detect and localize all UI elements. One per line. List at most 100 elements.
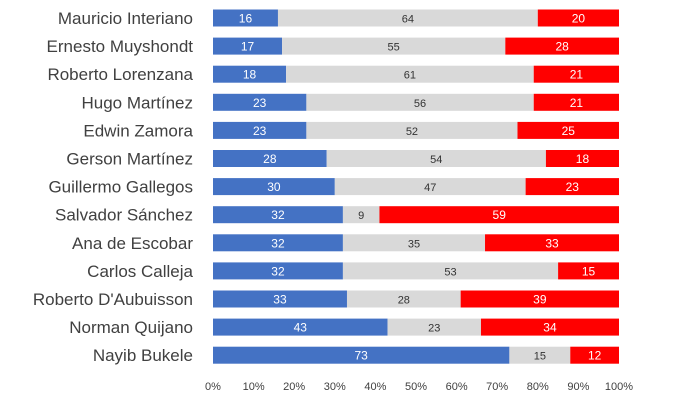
bar-segment (213, 150, 327, 167)
data-label: 34 (543, 321, 557, 335)
bar-segment (537, 9, 619, 27)
category-label: Roberto D'Aubuisson (33, 290, 193, 309)
bar-segment (213, 346, 510, 364)
bar-segment (213, 234, 343, 252)
category-label: Edwin Zamora (83, 121, 193, 140)
bar-segment (326, 150, 546, 167)
category-label: Nayib Bukele (93, 346, 193, 365)
data-label: 23 (253, 96, 267, 110)
data-label: 56 (414, 98, 426, 110)
data-label: 15 (534, 351, 546, 363)
category-label: Carlos Calleja (87, 262, 193, 281)
data-label: 32 (271, 236, 285, 250)
data-label: 23 (428, 323, 440, 335)
x-tick-label: 80% (527, 381, 549, 393)
bar-segment (346, 290, 461, 308)
data-label: 61 (404, 70, 416, 82)
data-label: 28 (398, 295, 410, 307)
bar-segment (306, 121, 518, 139)
bar-segment (277, 9, 538, 27)
x-tick-label: 20% (283, 381, 305, 393)
bar-segment (480, 318, 619, 336)
x-tick-label: 100% (605, 381, 633, 393)
category-label: Ernesto Muyshondt (47, 37, 194, 56)
category-label: Hugo Martínez (82, 93, 194, 112)
bar-segment (460, 290, 619, 308)
bar-segment (213, 37, 283, 55)
data-label: 52 (406, 126, 418, 138)
data-label: 12 (588, 349, 602, 363)
bar-segment (213, 65, 287, 83)
x-tick-label: 90% (567, 381, 589, 393)
x-tick-label: 0% (205, 381, 221, 393)
data-label: 32 (271, 264, 285, 278)
data-label: 55 (388, 42, 400, 54)
x-tick-label: 50% (405, 381, 427, 393)
data-label: 23 (253, 124, 267, 138)
x-tick-label: 30% (324, 381, 346, 393)
data-label: 32 (271, 208, 285, 222)
data-label: 73 (355, 349, 369, 363)
bar-segment (213, 93, 307, 111)
category-label: Roberto Lorenzana (47, 65, 193, 84)
category-label: Ana de Escobar (72, 234, 193, 253)
x-tick-label: 70% (486, 381, 508, 393)
data-label: 18 (243, 68, 257, 82)
x-tick-label: 10% (243, 381, 265, 393)
bar-segment (213, 206, 343, 224)
data-label: 33 (273, 293, 287, 307)
data-label: 21 (570, 68, 584, 82)
data-label: 54 (430, 154, 442, 166)
data-label: 39 (533, 293, 547, 307)
bar-segment (387, 318, 481, 336)
data-label: 35 (408, 238, 420, 250)
data-label: 43 (294, 321, 308, 335)
category-label: Gerson Martínez (66, 150, 193, 169)
bar-segment (334, 178, 526, 196)
data-label: 21 (570, 96, 584, 110)
data-label: 28 (555, 40, 569, 54)
data-label: 20 (572, 12, 586, 26)
data-label: 59 (493, 208, 507, 222)
data-label: 23 (566, 180, 580, 194)
category-label: Norman Quijano (69, 318, 193, 337)
bar-segment (213, 262, 343, 280)
bar-segment (282, 37, 506, 55)
x-tick-label: 40% (364, 381, 386, 393)
bar-segment (286, 65, 534, 83)
data-label: 16 (239, 12, 253, 26)
bar-segment (558, 262, 619, 280)
bar-segment (525, 178, 619, 196)
bar-segment (306, 93, 534, 111)
data-label: 9 (358, 210, 364, 222)
bar-segment (533, 65, 619, 83)
data-label: 18 (576, 152, 590, 166)
data-label: 17 (241, 40, 255, 54)
bar-segment (509, 346, 571, 364)
data-label: 33 (545, 236, 559, 250)
bar-segment (533, 93, 619, 111)
x-tick-label: 60% (446, 381, 468, 393)
data-label: 28 (263, 152, 277, 166)
bar-segment (213, 178, 335, 196)
bar-segment (213, 318, 388, 336)
category-label: Mauricio Interiano (58, 9, 193, 28)
bar-segment (517, 121, 619, 139)
data-label: 53 (444, 266, 456, 278)
bar-segment (545, 150, 619, 167)
bar-segment (213, 9, 278, 27)
bar-segment (213, 121, 307, 139)
bar-segment (342, 262, 559, 280)
data-label: 15 (582, 264, 596, 278)
data-label: 47 (424, 182, 436, 194)
bar-segment (342, 234, 486, 252)
data-label: 30 (267, 180, 281, 194)
data-label: 64 (402, 14, 414, 26)
bar-segment (379, 206, 619, 224)
bar-segment (485, 234, 619, 252)
category-label: Salvador Sánchez (55, 206, 193, 225)
data-label: 25 (562, 124, 576, 138)
bar-segment (342, 206, 380, 224)
